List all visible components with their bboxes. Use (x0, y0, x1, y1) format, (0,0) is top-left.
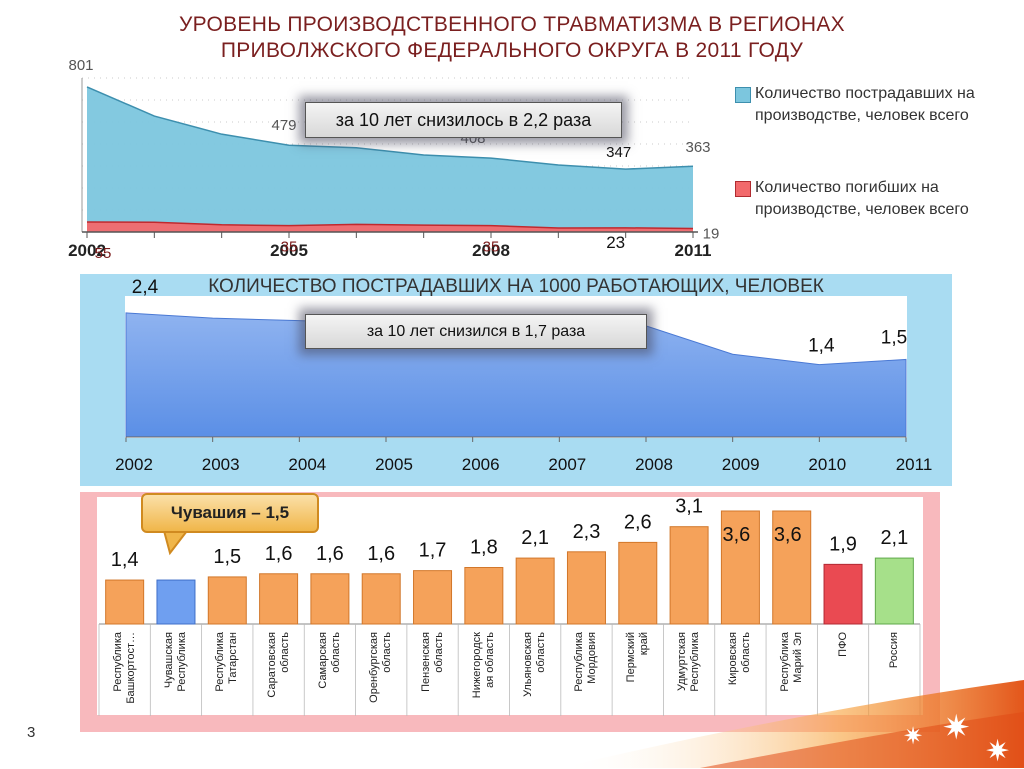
line-series-killed (86, 221, 694, 230)
category-label: Ульяновская область (522, 632, 548, 697)
category-label: Пензенская область (419, 632, 445, 692)
data-label-killed: 23 (606, 233, 625, 252)
category-label: Россия (887, 632, 900, 669)
page-number: 3 (27, 724, 36, 741)
category-label: Оренбургская область (368, 632, 394, 703)
category-label: Чувашская Республика (162, 632, 188, 692)
legend-item-injured: Количество пострадавших на производстве,… (735, 83, 1015, 127)
category-label: Республика Башкортост… (111, 632, 137, 704)
data-label-killed: 55 (95, 245, 112, 262)
x-tick-label: 2002 (68, 241, 106, 260)
legend-item-killed: Количество погибших на производстве, чел… (735, 177, 1015, 221)
rate-chart-title: КОЛИЧЕСТВО ПОСТРАДАВШИХ НА 1000 РАБОТАЮЩ… (208, 276, 824, 297)
star-icon: ✷ (942, 709, 971, 747)
legend-label-injured: Количество пострадавших на производстве,… (755, 85, 975, 124)
callout-rate-decrease: за 10 лет снизился в 1,7 раза (305, 314, 647, 349)
x-tick-label: 2011 (675, 241, 712, 260)
area-series-killed (87, 222, 693, 232)
data-label-injured: 347 (606, 144, 631, 161)
category-label: Кировская область (727, 632, 753, 686)
data-label-killed: 19 (703, 226, 720, 243)
callout-injuries-decrease: за 10 лет снизилось в 2,2 раза (305, 102, 622, 138)
chuvashia-callout: Чувашия – 1,5 (141, 493, 319, 533)
category-label: Самарская область (316, 632, 342, 689)
legend-swatch-injured (735, 87, 751, 103)
category-label: Нижегородск ая область (470, 632, 496, 699)
category-label: Саратовская область (265, 632, 291, 698)
data-label-killed: 35 (483, 239, 500, 256)
x-tick-label: 2008 (472, 241, 510, 260)
category-label: Республика Марий Эл (778, 632, 804, 692)
data-label-killed: 35 (281, 239, 298, 256)
x-tick-label: 2005 (270, 241, 308, 260)
star-icon: ✷ (903, 723, 924, 750)
data-label-injured: 363 (685, 139, 710, 156)
star-icon: ✷ (985, 735, 1011, 768)
legend-label-killed: Количество погибших на производстве, чел… (755, 179, 969, 218)
category-label: Республика Татарстан (214, 632, 240, 692)
category-label: Пермский край (624, 632, 650, 683)
category-label: ПФО (836, 632, 849, 657)
page-title: УРОВЕНЬ ПРОИЗВОДСТВЕННОГО ТРАВМАТИЗМА В … (0, 12, 1024, 64)
title-line-2: ПРИВОЛЖСКОГО ФЕДЕРАЛЬНОГО ОКРУГА В 2011 … (220, 39, 804, 62)
title-line-1: УРОВЕНЬ ПРОИЗВОДСТВЕННОГО ТРАВМАТИЗМА В … (179, 13, 845, 36)
category-label: Удмуртская Республика (676, 632, 702, 692)
data-label-injured: 479 (271, 117, 296, 134)
legend-swatch-killed (735, 181, 751, 197)
category-label: Республика Мордовия (573, 632, 599, 692)
